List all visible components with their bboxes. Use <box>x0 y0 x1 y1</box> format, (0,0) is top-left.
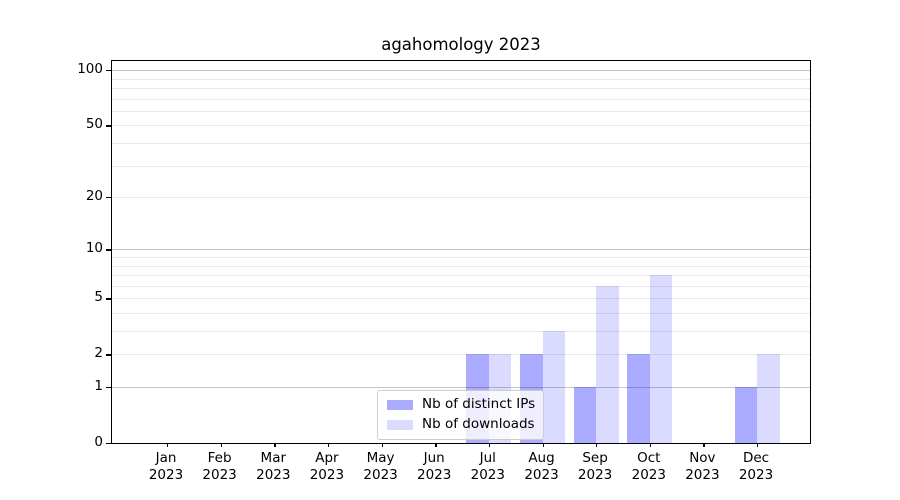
x-tick-label-may: May 2023 <box>363 450 398 483</box>
y-tick-label-100: 100 <box>77 61 103 78</box>
x-tick-label-apr: Apr 2023 <box>309 450 345 483</box>
x-tick-label-mar: Mar 2023 <box>256 450 291 483</box>
y-axis-tick-2 <box>106 354 111 356</box>
gridline-y-5 <box>112 298 810 300</box>
x-axis-tick-jul <box>488 443 491 447</box>
x-axis-tick-aug <box>542 443 544 447</box>
x-axis-tick-jun <box>435 443 437 447</box>
legend-item-downloads: Nb of downloads <box>387 416 535 432</box>
bar-aug-downloads <box>542 331 565 443</box>
x-axis-tick-mar <box>274 443 276 447</box>
y-tick-label-10: 10 <box>85 240 103 257</box>
x-axis-tick-apr <box>327 443 330 447</box>
gridline-y-7 <box>112 275 810 276</box>
gridline-y-20 <box>112 197 810 198</box>
gridline-y-6 <box>112 285 810 287</box>
x-axis-tick-feb <box>220 443 222 447</box>
gridline-y-8 <box>112 265 810 267</box>
gridline-y-9 <box>112 256 810 258</box>
plot-area: Nb of distinct IPs Nb of downloads <box>106 60 811 447</box>
x-tick-label-nov: Nov 2023 <box>685 450 720 483</box>
gridline-y-90 <box>112 78 810 80</box>
x-axis-tick-jan <box>167 443 169 447</box>
bar-oct-downloads <box>649 275 673 443</box>
y-tick-label-1: 1 <box>94 378 103 394</box>
bar-sep-downloads <box>596 285 619 443</box>
x-tick-label-feb: Feb 2023 <box>202 450 237 483</box>
gridline-y-100 <box>112 70 810 72</box>
x-axis-tick-may <box>381 443 383 447</box>
gridline-y-50 <box>112 125 810 127</box>
x-tick-label-jul: Jul 2023 <box>470 450 505 483</box>
legend-label-distinct-ips: Nb of distinct IPs <box>422 396 536 412</box>
x-tick-label-jun: Jun 2023 <box>417 450 452 483</box>
legend-swatch-distinct-ips <box>387 399 413 410</box>
x-axis-tick-oct <box>649 443 652 447</box>
bar-sep-distinct-ips <box>573 387 597 443</box>
x-axis-tick-dec <box>757 443 759 447</box>
y-axis-tick-0 <box>106 443 111 445</box>
y-tick-label-2: 2 <box>94 345 103 362</box>
x-tick-label-oct: Oct 2023 <box>631 450 666 483</box>
gridline-y-30 <box>112 165 810 167</box>
y-tick-label-20: 20 <box>85 188 103 204</box>
y-axis-tick-10 <box>106 249 111 251</box>
gridline-y-60 <box>112 110 810 112</box>
legend-label-downloads: Nb of downloads <box>422 416 535 432</box>
y-tick-label-50: 50 <box>85 116 103 133</box>
y-tick-label-5: 5 <box>94 289 103 306</box>
legend-swatch-downloads <box>387 419 413 430</box>
gridline-y-1 <box>112 387 810 388</box>
gridline-y-3 <box>112 331 810 332</box>
legend: Nb of distinct IPs Nb of downloads <box>377 390 544 440</box>
y-axis-tick-100 <box>106 70 111 72</box>
x-tick-label-sep: Sep 2023 <box>577 450 613 483</box>
bar-dec-downloads <box>757 354 780 443</box>
chart-title: agahomology 2023 <box>381 35 541 54</box>
gridline-y-70 <box>112 98 810 100</box>
gridline-y-40 <box>112 142 810 144</box>
y-axis-tick-1 <box>106 387 111 389</box>
gridline-y-4 <box>112 312 810 314</box>
y-tick-label-0: 0 <box>94 434 103 450</box>
gridline-y-80 <box>112 87 810 89</box>
x-tick-label-jan: Jan 2023 <box>148 450 184 483</box>
x-tick-label-dec: Dec 2023 <box>738 450 774 483</box>
y-axis-tick-5 <box>106 298 111 300</box>
x-tick-label-aug: Aug 2023 <box>524 450 559 483</box>
x-axis-tick-nov <box>703 443 705 447</box>
legend-item-distinct-ips: Nb of distinct IPs <box>387 396 536 412</box>
bar-oct-distinct-ips <box>627 354 650 443</box>
y-axis-tick-20 <box>106 197 111 199</box>
gridline-y-2 <box>112 354 810 356</box>
x-axis-tick-sep <box>596 443 598 447</box>
gridline-y-10 <box>112 249 810 251</box>
bar-dec-distinct-ips <box>734 387 757 443</box>
y-axis-tick-50 <box>106 125 111 127</box>
